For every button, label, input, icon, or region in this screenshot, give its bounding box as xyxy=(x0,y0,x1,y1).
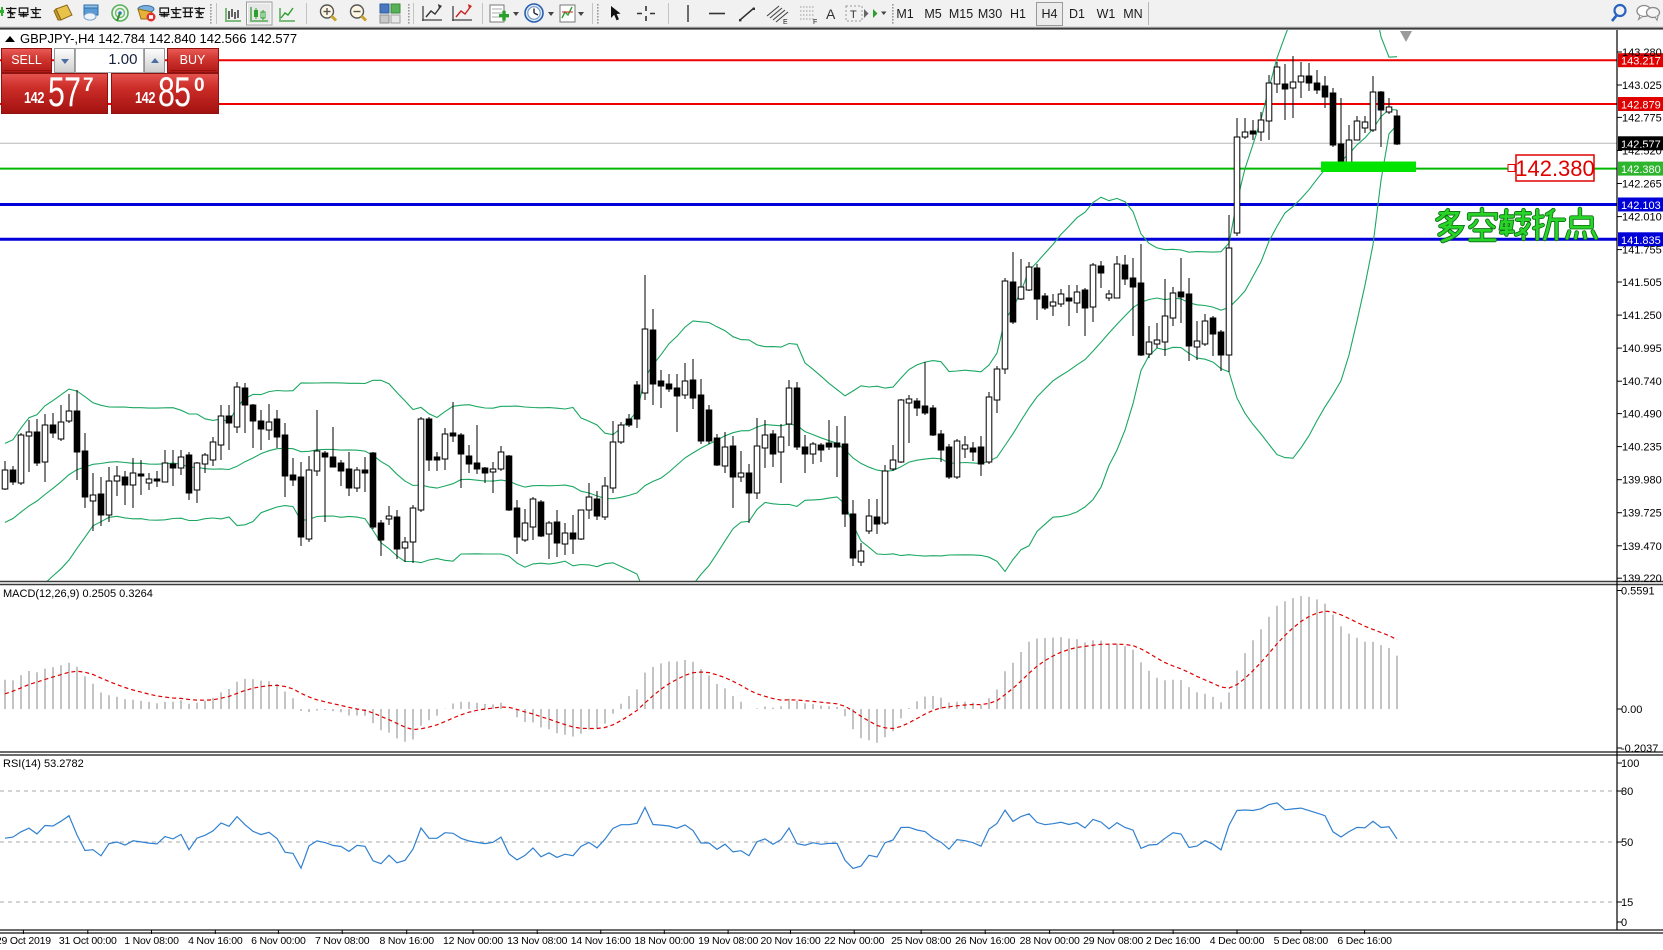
svg-text:F: F xyxy=(813,19,817,26)
svg-text:50: 50 xyxy=(1621,837,1633,849)
svg-text:4 Nov 16:00: 4 Nov 16:00 xyxy=(188,935,243,947)
svg-text:139.980: 139.980 xyxy=(1622,475,1662,487)
svg-text:141.505: 141.505 xyxy=(1622,277,1662,289)
svg-text:0: 0 xyxy=(1621,917,1627,929)
svg-text:141.250: 141.250 xyxy=(1622,310,1662,322)
svg-text:139.220: 139.220 xyxy=(1622,573,1662,585)
svg-text:6 Dec 16:00: 6 Dec 16:00 xyxy=(1337,935,1392,947)
svg-text:6 Nov 00:00: 6 Nov 00:00 xyxy=(251,935,306,947)
svg-text:MN: MN xyxy=(1123,7,1142,21)
svg-text:5 Dec 08:00: 5 Dec 08:00 xyxy=(1274,935,1329,947)
svg-text:D1: D1 xyxy=(1069,7,1085,21)
svg-text:A: A xyxy=(826,6,836,22)
svg-text:140.235: 140.235 xyxy=(1622,442,1662,454)
svg-text:7 Nov 08:00: 7 Nov 08:00 xyxy=(315,935,370,947)
svg-text:-0.2037: -0.2037 xyxy=(1621,743,1658,755)
svg-text:143.217: 143.217 xyxy=(1621,56,1661,68)
svg-text:E: E xyxy=(783,19,788,26)
svg-text:4 Dec 00:00: 4 Dec 00:00 xyxy=(1210,935,1265,947)
svg-text:142.520: 142.520 xyxy=(1622,146,1662,158)
svg-text:140.490: 140.490 xyxy=(1622,409,1662,421)
svg-text:H4: H4 xyxy=(1042,7,1058,21)
svg-text:26 Nov 16:00: 26 Nov 16:00 xyxy=(955,935,1015,947)
svg-text:8 Nov 16:00: 8 Nov 16:00 xyxy=(379,935,434,947)
svg-text:140.995: 140.995 xyxy=(1622,343,1662,355)
svg-text:139.470: 139.470 xyxy=(1622,541,1662,553)
svg-text:12 Nov 00:00: 12 Nov 00:00 xyxy=(443,935,503,947)
svg-text:0.5591: 0.5591 xyxy=(1621,586,1655,598)
svg-text:142.010: 142.010 xyxy=(1622,212,1662,224)
svg-text:18 Nov 00:00: 18 Nov 00:00 xyxy=(634,935,694,947)
svg-text:MACD(12,26,9) 0.2505 0.3264: MACD(12,26,9) 0.2505 0.3264 xyxy=(3,588,153,600)
svg-text:142.380: 142.380 xyxy=(1515,156,1595,181)
svg-text:139.725: 139.725 xyxy=(1622,508,1662,520)
svg-text:100: 100 xyxy=(1621,758,1639,770)
svg-text:143.280: 143.280 xyxy=(1622,47,1662,59)
svg-text:141.755: 141.755 xyxy=(1622,245,1662,257)
svg-text:14 Nov 16:00: 14 Nov 16:00 xyxy=(571,935,631,947)
svg-text:M15: M15 xyxy=(949,7,973,21)
svg-text:M5: M5 xyxy=(924,7,941,21)
svg-text:31 Oct 00:00: 31 Oct 00:00 xyxy=(59,935,117,947)
svg-text:0.00: 0.00 xyxy=(1621,704,1642,716)
svg-text:H1: H1 xyxy=(1010,7,1026,21)
svg-text:1 Nov 08:00: 1 Nov 08:00 xyxy=(124,935,179,947)
svg-text:29 Nov 08:00: 29 Nov 08:00 xyxy=(1083,935,1143,947)
svg-text:15: 15 xyxy=(1621,897,1633,909)
svg-text:142.775: 142.775 xyxy=(1622,112,1662,124)
svg-text:W1: W1 xyxy=(1097,7,1116,21)
svg-text:19 Nov 08:00: 19 Nov 08:00 xyxy=(698,935,758,947)
svg-text:M30: M30 xyxy=(978,7,1002,21)
svg-text:29 Oct 2019: 29 Oct 2019 xyxy=(0,935,51,947)
svg-text:142.879: 142.879 xyxy=(1621,100,1661,112)
svg-text:142.265: 142.265 xyxy=(1622,179,1662,191)
svg-text:M1: M1 xyxy=(896,7,913,21)
svg-text:143.025: 143.025 xyxy=(1622,80,1662,92)
svg-text:T: T xyxy=(850,9,857,21)
svg-text:13 Nov 08:00: 13 Nov 08:00 xyxy=(507,935,567,947)
svg-text:142.380: 142.380 xyxy=(1621,164,1661,176)
svg-text:142.103: 142.103 xyxy=(1621,200,1661,212)
svg-text:22 Nov 00:00: 22 Nov 00:00 xyxy=(824,935,884,947)
svg-text:80: 80 xyxy=(1621,786,1633,798)
svg-text:28 Nov 00:00: 28 Nov 00:00 xyxy=(1020,935,1080,947)
svg-text:RSI(14) 53.2782: RSI(14) 53.2782 xyxy=(3,758,84,770)
svg-text:2 Dec 16:00: 2 Dec 16:00 xyxy=(1146,935,1201,947)
svg-text:25 Nov 08:00: 25 Nov 08:00 xyxy=(891,935,951,947)
svg-text:20 Nov 16:00: 20 Nov 16:00 xyxy=(760,935,820,947)
svg-text:140.740: 140.740 xyxy=(1622,376,1662,388)
svg-text:141.835: 141.835 xyxy=(1621,235,1661,247)
svg-text:GBPJPY-,H4 142.784 142.840 14: GBPJPY-,H4 142.784 142.840 142.566 142.5… xyxy=(20,31,297,46)
svg-text:142.577: 142.577 xyxy=(1621,139,1661,151)
